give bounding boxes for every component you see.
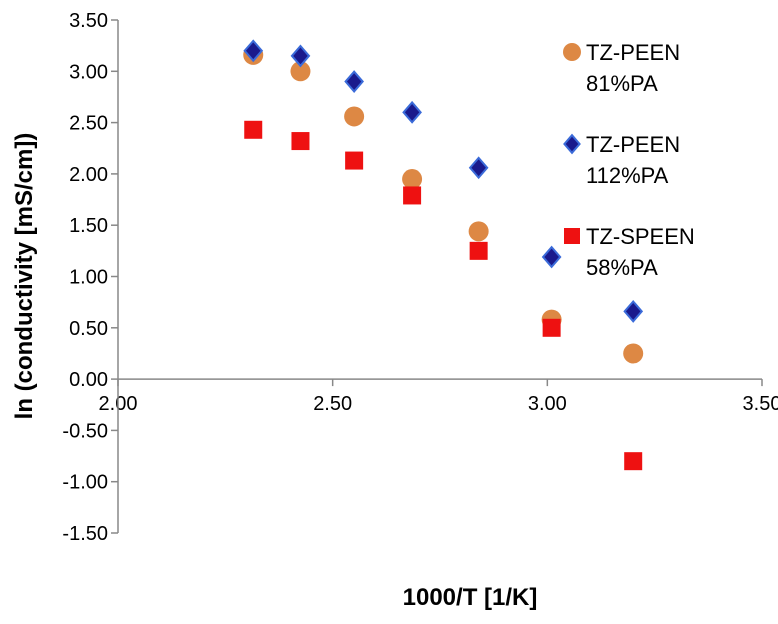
- legend-label-1: TZ-PEEN: [586, 132, 680, 157]
- y-tick-label: -1.50: [62, 523, 108, 545]
- y-tick-label: 3.00: [69, 61, 108, 83]
- series-1-point: [290, 44, 311, 68]
- data-points: [243, 39, 644, 471]
- series-1-point: [468, 156, 489, 180]
- series-1-point: [344, 70, 365, 93]
- series-1-point: [402, 100, 422, 124]
- series-1-point: [541, 245, 562, 269]
- series-0-point: [402, 169, 423, 190]
- x-axis-title: 1000/T [1/K]: [403, 584, 538, 611]
- series-2-point: [469, 241, 488, 260]
- x-tick-label: 3.50: [743, 393, 778, 415]
- series-2-point: [624, 452, 643, 471]
- y-axis-title: ln (conductivity [mS/cm]): [11, 133, 38, 420]
- series-0-point: [623, 343, 644, 364]
- legend: TZ-PEEN 81%PA TZ-PEEN 112%PA TZ-SPEEN 58%PA: [563, 40, 695, 280]
- series-0-point: [344, 106, 365, 127]
- legend-label-0: 81%PA: [586, 71, 658, 96]
- y-tick-label: -0.50: [62, 420, 108, 442]
- legend-label-0: TZ-PEEN: [586, 40, 680, 65]
- legend-marker-1: [563, 133, 581, 155]
- x-axis-ticks: 2.00 2.50 3.00 3.50: [99, 379, 778, 415]
- series-1-point: [623, 299, 644, 323]
- series-0-point: [290, 61, 311, 82]
- legend-label-2: 58%PA: [586, 255, 658, 280]
- series-2-point: [345, 151, 364, 170]
- y-axis-ticks: 3.50 3.00 2.50 2.00 1.50 1.00 0.50 0.00 -0.50 -1.…: [62, 10, 118, 545]
- y-tick-label: 1.00: [69, 267, 108, 289]
- y-tick-label: 2.50: [69, 113, 108, 135]
- series-1-point: [243, 39, 264, 63]
- y-tick-label: 3.50: [69, 10, 108, 32]
- series-2-point: [244, 120, 263, 139]
- y-tick-label: -1.00: [62, 472, 108, 494]
- legend-label-1: 112%PA: [586, 163, 669, 188]
- legend-label-2: TZ-SPEEN: [586, 224, 695, 249]
- y-tick-label: 0.50: [69, 318, 108, 340]
- y-tick-label: 1.50: [69, 215, 108, 237]
- x-tick-label: 3.00: [528, 393, 567, 415]
- y-tick-label: 0.00: [69, 369, 108, 391]
- series-2-point: [403, 186, 422, 205]
- series-0-point: [468, 221, 489, 242]
- legend-marker-0: [563, 43, 581, 61]
- legend-marker-2: [564, 228, 580, 244]
- series-2-point: [291, 132, 310, 151]
- y-tick-label: 2.00: [69, 164, 108, 186]
- series-2-point: [542, 318, 561, 337]
- x-tick-label: 2.50: [313, 393, 352, 415]
